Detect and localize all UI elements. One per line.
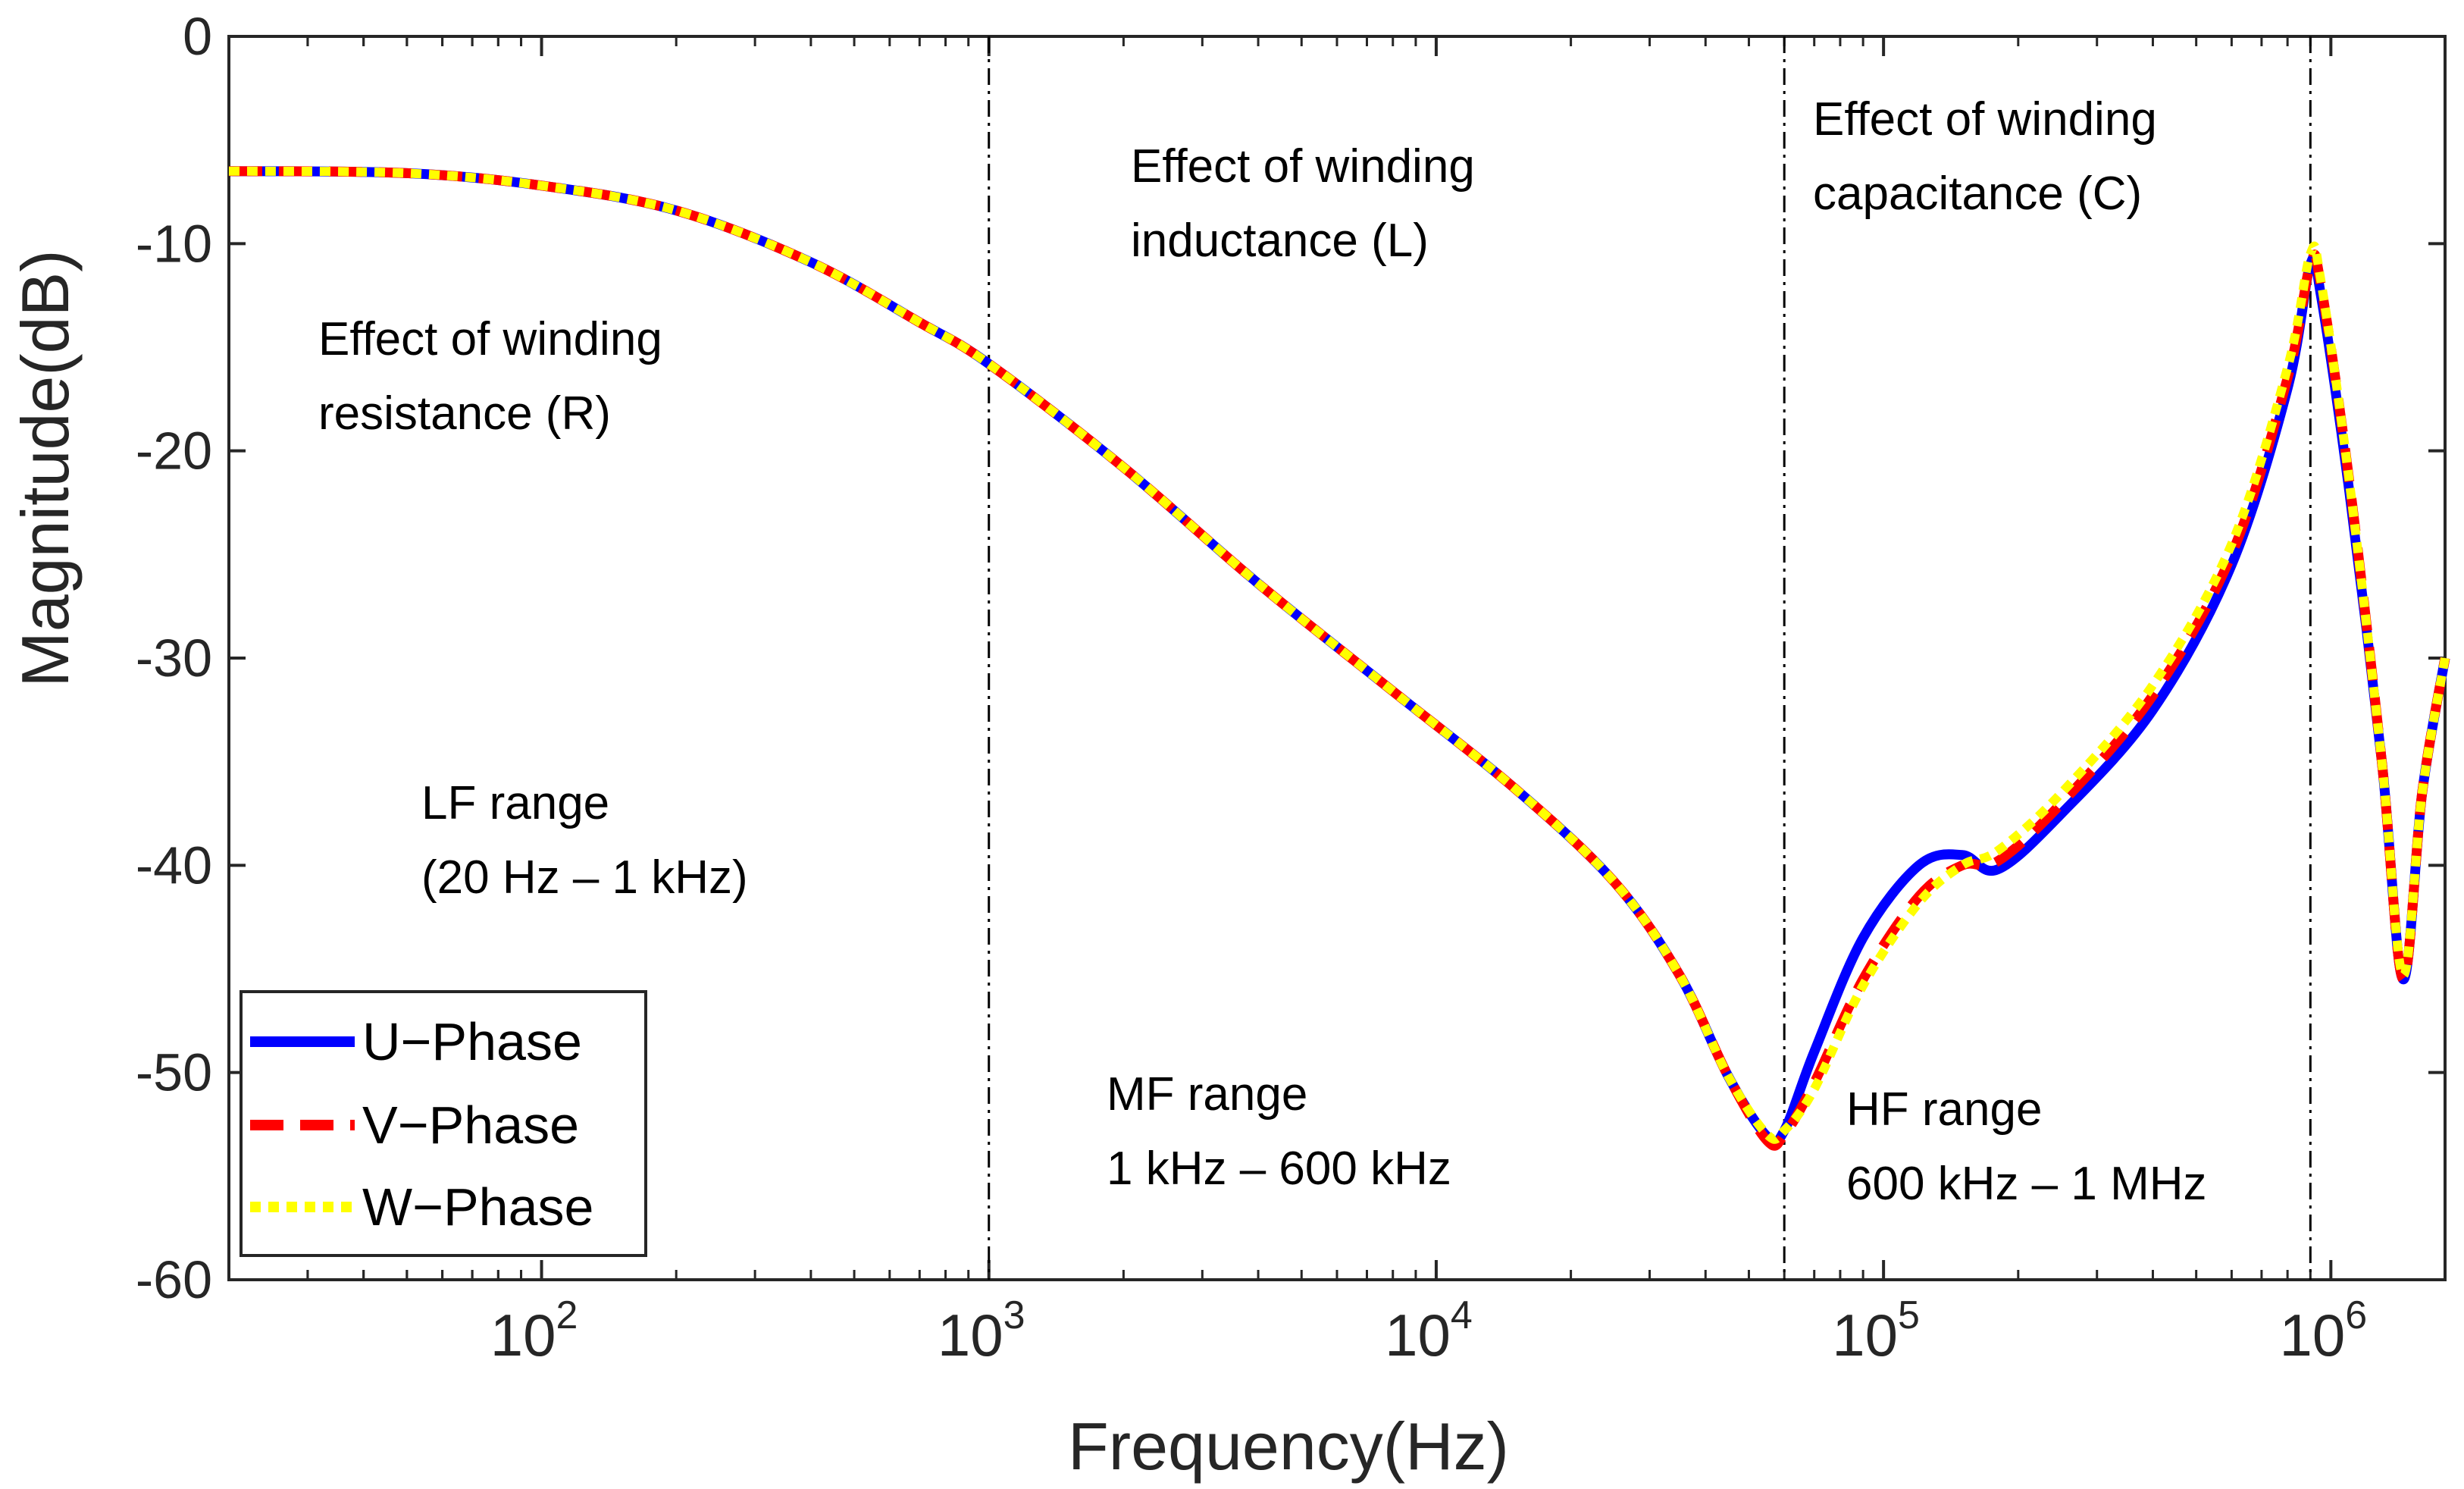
y-tick-label: -50 — [136, 1043, 212, 1102]
x-axis-title: Frequency(Hz) — [1068, 1409, 1509, 1484]
annotation-resistance-1: Effect of winding — [318, 313, 662, 365]
annotation-capacitance-2: capacitance (C) — [1813, 168, 2142, 220]
annotation-lf-range-2: (20 Hz – 1 kHz) — [421, 851, 748, 904]
y-tick-label: -20 — [136, 422, 212, 481]
legend-label-v: V−Phase — [362, 1096, 579, 1155]
annotation-inductance-2: inductance (L) — [1131, 215, 1429, 267]
y-tick-label: -30 — [136, 629, 212, 688]
x-tick-label: 104 — [1385, 1293, 1473, 1368]
annotation-capacitance-1: Effect of winding — [1813, 93, 2157, 146]
annotation-inductance-1: Effect of winding — [1131, 140, 1475, 193]
annotation-lf-range-1: LF range — [421, 777, 609, 829]
y-tick-label: -10 — [136, 214, 212, 273]
y-axis-title: Magnitude(dB) — [8, 249, 83, 687]
y-tick-label: -60 — [136, 1250, 212, 1309]
annotation-hf-range-1: HF range — [1846, 1083, 2042, 1136]
series-line-wphase — [228, 166, 2450, 1144]
annotation-mf-range-1: MF range — [1107, 1068, 1307, 1121]
y-axis: 0 -10 -20 -30 -40 -50 -60 — [136, 7, 2445, 1309]
x-tick-label: 106 — [2279, 1293, 2367, 1368]
legend: U−Phase V−Phase W−Phase — [240, 990, 647, 1257]
annotation-mf-range-2: 1 kHz – 600 kHz — [1107, 1143, 1451, 1195]
annotation-hf-range-2: 600 kHz – 1 MHz — [1846, 1158, 2207, 1210]
x-tick-label: 102 — [490, 1293, 578, 1368]
x-tick-label: 105 — [1832, 1293, 1920, 1368]
annotation-resistance-2: resistance (R) — [318, 387, 611, 440]
x-tick-label: 103 — [938, 1293, 1025, 1368]
series-layer — [228, 166, 2450, 1151]
legend-label-u: U−Phase — [362, 1012, 582, 1071]
y-tick-label: -40 — [136, 835, 212, 895]
y-tick-label: 0 — [183, 7, 212, 66]
legend-label-w: W−Phase — [362, 1177, 593, 1237]
x-axis: 102 103 104 105 106 — [227, 36, 2367, 1368]
